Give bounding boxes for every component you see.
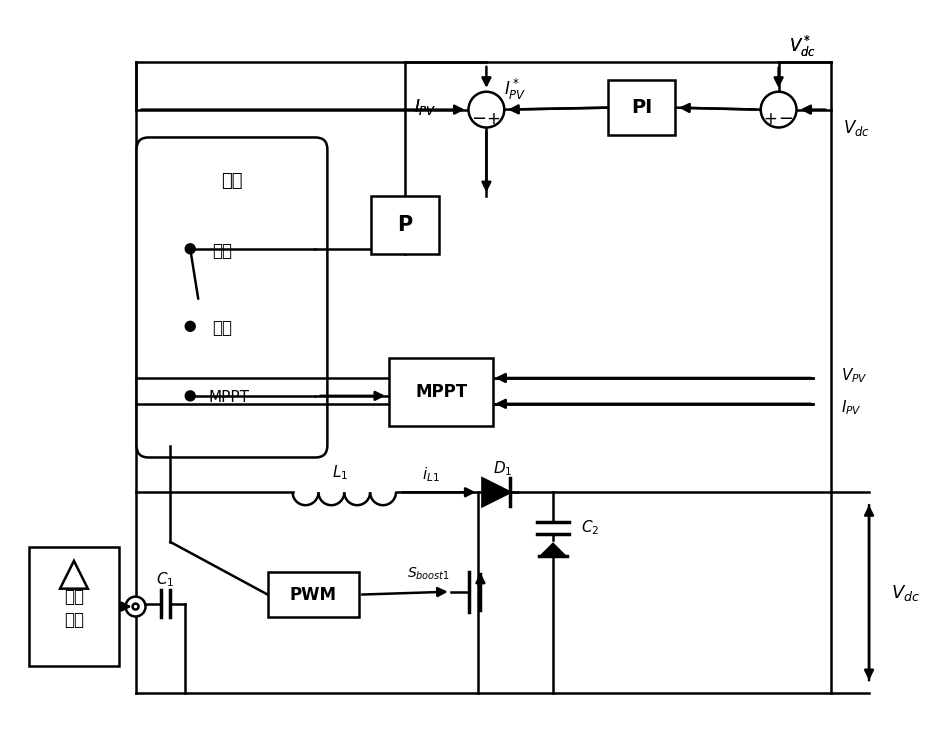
Text: 恒压: 恒压 bbox=[212, 242, 232, 260]
Text: +: + bbox=[486, 110, 500, 128]
Text: PI: PI bbox=[631, 98, 652, 117]
Text: $D_1$: $D_1$ bbox=[493, 459, 512, 478]
Text: +: + bbox=[764, 110, 778, 128]
Text: $I_{PV}$: $I_{PV}$ bbox=[414, 96, 436, 117]
Polygon shape bbox=[482, 478, 510, 506]
Circle shape bbox=[126, 597, 145, 616]
Text: 空闲: 空闲 bbox=[212, 319, 232, 338]
Circle shape bbox=[185, 391, 195, 401]
Circle shape bbox=[761, 92, 796, 128]
Text: $V_{dc}$: $V_{dc}$ bbox=[844, 117, 870, 137]
Text: $V^*_{dc}$: $V^*_{dc}$ bbox=[789, 34, 816, 58]
Text: $V_{dc}$: $V_{dc}$ bbox=[891, 583, 920, 603]
Text: 光伏: 光伏 bbox=[64, 588, 84, 606]
Text: MPPT: MPPT bbox=[208, 391, 249, 406]
Bar bbox=[607, 80, 675, 135]
Circle shape bbox=[185, 244, 195, 254]
Text: $I_{PV}$: $I_{PV}$ bbox=[841, 398, 862, 417]
Circle shape bbox=[469, 92, 505, 128]
Text: MPPT: MPPT bbox=[415, 383, 468, 401]
Polygon shape bbox=[541, 544, 565, 556]
Text: 模式: 模式 bbox=[221, 173, 243, 190]
Circle shape bbox=[132, 604, 139, 610]
Text: 电池: 电池 bbox=[64, 612, 84, 630]
Text: $I^*_{PV}$: $I^*_{PV}$ bbox=[505, 77, 527, 102]
Polygon shape bbox=[60, 561, 88, 589]
Text: $V^*_{dc}$: $V^*_{dc}$ bbox=[789, 34, 816, 58]
Text: −: − bbox=[471, 110, 486, 128]
Text: $L_1$: $L_1$ bbox=[332, 463, 348, 482]
Bar bbox=[371, 196, 439, 254]
Bar bbox=[30, 547, 119, 666]
Text: $C_2$: $C_2$ bbox=[581, 518, 599, 537]
Text: −: − bbox=[778, 110, 794, 128]
Bar bbox=[268, 571, 359, 618]
Circle shape bbox=[185, 321, 195, 331]
Text: $C_1$: $C_1$ bbox=[156, 571, 175, 589]
FancyBboxPatch shape bbox=[136, 137, 328, 457]
Text: P: P bbox=[397, 215, 412, 235]
Text: PWM: PWM bbox=[290, 586, 337, 604]
Text: $S_{boost1}$: $S_{boost1}$ bbox=[407, 565, 450, 582]
Text: $i_{L1}$: $i_{L1}$ bbox=[421, 465, 440, 484]
Text: $V_{PV}$: $V_{PV}$ bbox=[841, 367, 868, 385]
Bar bbox=[389, 358, 494, 426]
Text: $I_{PV}$: $I_{PV}$ bbox=[414, 96, 436, 117]
